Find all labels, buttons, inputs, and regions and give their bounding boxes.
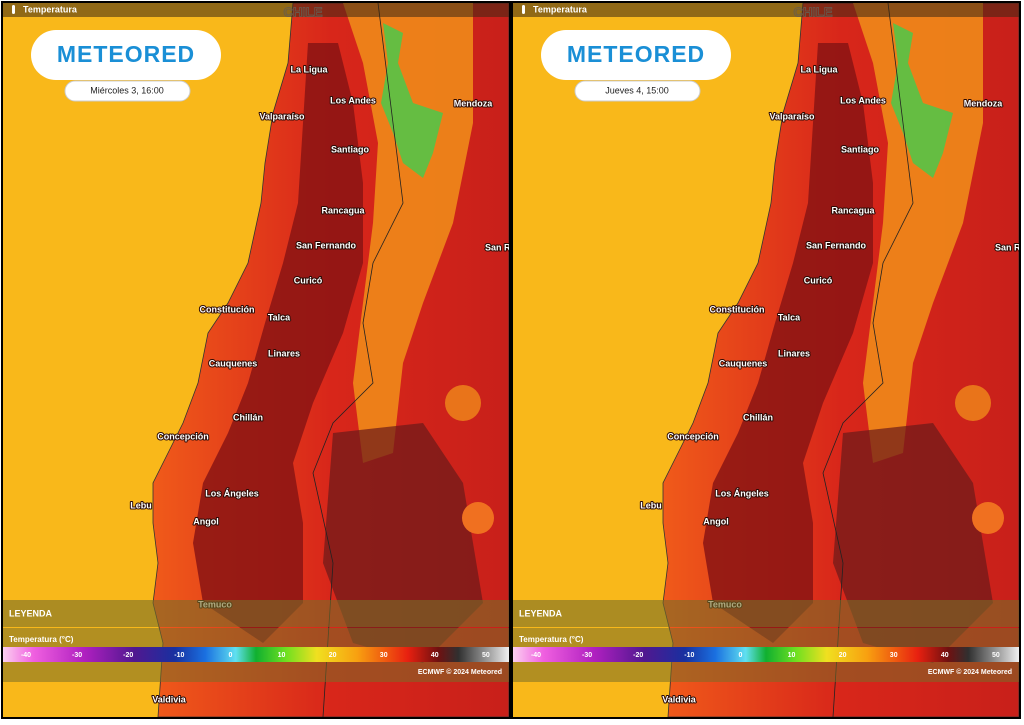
legend-tick-label: 30 <box>890 652 898 659</box>
city-label: Valdivia <box>662 694 697 704</box>
legend-title: Temperatura (°C) <box>9 635 74 644</box>
credit: ECMWF © 2024 Meteored <box>418 668 502 676</box>
city-label: Rancagua <box>321 205 365 215</box>
legend-tick-label: 30 <box>380 652 388 659</box>
header-title: Temperatura <box>533 4 588 14</box>
legend-tick-label: -10 <box>174 652 184 659</box>
legend-tick-label: -40 <box>531 652 541 659</box>
city-label: La Ligua <box>290 64 328 74</box>
credit: ECMWF © 2024 Meteored <box>928 668 1012 676</box>
city-label: Chillán <box>233 412 263 422</box>
logo-box <box>31 30 221 80</box>
city-label: Mendoza <box>454 98 493 108</box>
city-label: Curicó <box>294 275 323 285</box>
city-label: San Fernando <box>296 240 357 250</box>
city-label: Chillán <box>743 412 773 422</box>
legend-tick-label: -30 <box>72 652 82 659</box>
legend-tick-label: 20 <box>839 652 847 659</box>
legend-tick-label: -10 <box>684 652 694 659</box>
legend-heading: LEYENDA <box>9 608 53 618</box>
legend-tick-label: 40 <box>941 652 949 659</box>
city-label: Concepción <box>667 431 719 441</box>
city-label: Concepción <box>157 431 209 441</box>
city-label: Angol <box>703 516 729 526</box>
city-label: Los Andes <box>840 95 886 105</box>
city-label: San Fernando <box>806 240 867 250</box>
map-panel: CHILETemperaturaMETEOREDMiércoles 3, 16:… <box>3 3 531 717</box>
logo: METEORED <box>57 41 195 67</box>
legend-tick-label: 50 <box>482 652 490 659</box>
logo-box <box>541 30 731 80</box>
city-label: Cauquenes <box>719 358 768 368</box>
logo: METEORED <box>567 41 705 67</box>
city-label: Valparaíso <box>769 111 815 121</box>
city-label: Los Ángeles <box>205 488 259 498</box>
city-label: San Rafael <box>485 242 531 252</box>
city-label: San Rafael <box>995 242 1024 252</box>
city-label: Santiago <box>841 144 880 154</box>
city-label: Linares <box>778 348 810 358</box>
city-label: Santiago <box>331 144 370 154</box>
legend-tick-label: 10 <box>788 652 796 659</box>
city-label: Constitución <box>200 304 255 314</box>
legend-tick-label: 40 <box>431 652 439 659</box>
legend-heading-bar <box>513 600 1019 627</box>
map-panel: CHILETemperaturaMETEOREDJueves 4, 15:00L… <box>513 3 1024 717</box>
thermometer-icon <box>522 5 525 14</box>
city-label: Lebu <box>640 500 662 510</box>
legend-tick-label: 20 <box>329 652 337 659</box>
date: Jueves 4, 15:00 <box>605 85 669 95</box>
legend-tick-label: 0 <box>738 652 742 659</box>
city-label: Rancagua <box>831 205 875 215</box>
city-label: Talca <box>778 312 801 322</box>
legend-tick-label: -30 <box>582 652 592 659</box>
city-label: Curicó <box>804 275 833 285</box>
city-label: Lebu <box>130 500 152 510</box>
legend-title: Temperatura (°C) <box>519 635 584 644</box>
date-box <box>574 80 701 102</box>
city-label: Los Ángeles <box>715 488 769 498</box>
thermometer-icon <box>12 5 15 14</box>
city-label: Los Andes <box>330 95 376 105</box>
legend-tick-label: -40 <box>21 652 31 659</box>
city-label: Constitución <box>710 304 765 314</box>
color-bar <box>513 647 1019 662</box>
city-label: Angol <box>193 516 219 526</box>
date-box <box>64 80 191 102</box>
city-label: Valdivia <box>152 694 187 704</box>
panel-border <box>511 1 1021 719</box>
city-label: Valparaíso <box>259 111 305 121</box>
legend-tick-label: -20 <box>123 652 133 659</box>
city-label: Cauquenes <box>209 358 258 368</box>
color-bar <box>3 647 509 662</box>
date: Miércoles 3, 16:00 <box>90 85 164 95</box>
header-bar <box>513 3 1019 17</box>
header-title: Temperatura <box>23 4 78 14</box>
header-bar <box>3 3 509 17</box>
legend-tick-label: 0 <box>228 652 232 659</box>
panel-border <box>1 1 511 719</box>
legend-heading-bar <box>3 600 509 627</box>
legend-heading: LEYENDA <box>519 608 563 618</box>
city-label: La Ligua <box>800 64 838 74</box>
city-label: Linares <box>268 348 300 358</box>
city-label: Talca <box>268 312 291 322</box>
city-label: Mendoza <box>964 98 1003 108</box>
legend-tick-label: 50 <box>992 652 1000 659</box>
legend-tick-label: -20 <box>633 652 643 659</box>
legend-tick-label: 10 <box>278 652 286 659</box>
